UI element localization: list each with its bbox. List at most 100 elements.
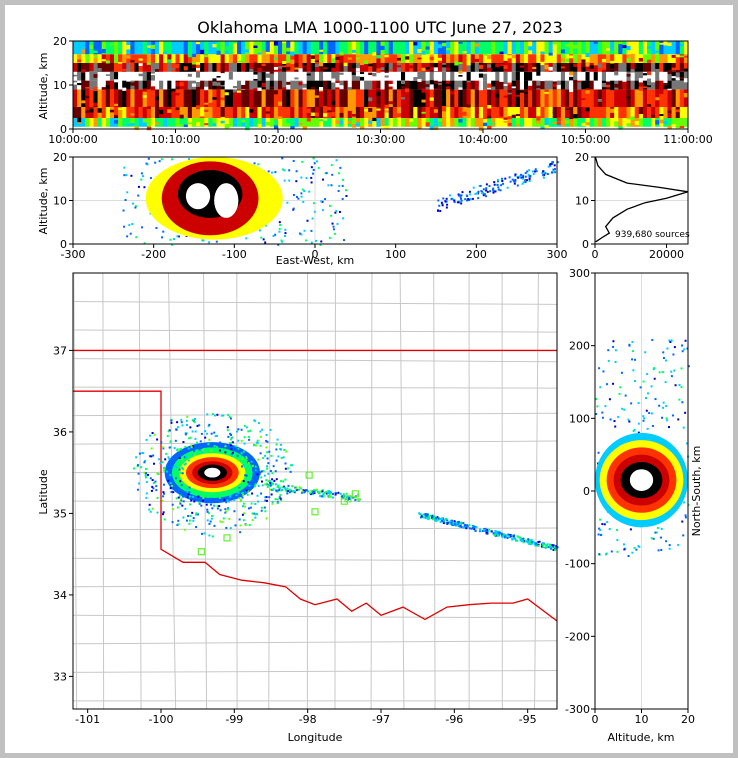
density-cell: [171, 41, 176, 55]
density-cell: [146, 62, 152, 65]
band-point: [462, 526, 465, 529]
density-cell: [191, 54, 197, 63]
density-cell: [651, 78, 656, 83]
band-point: [433, 519, 436, 522]
density-cell: [101, 41, 107, 55]
density-cell: [85, 89, 90, 107]
ew-point: [305, 239, 308, 242]
density-cell: [265, 51, 271, 55]
density-cell: [507, 80, 512, 85]
density-cell: [614, 63, 619, 72]
density-cell: [314, 63, 320, 68]
ew-point: [330, 184, 333, 187]
density-cell: [126, 63, 131, 72]
density-cell: [360, 107, 365, 118]
band-point: [305, 489, 308, 492]
ew-point: [305, 177, 308, 180]
band-point: [450, 521, 453, 524]
band-point: [322, 495, 325, 498]
density-cell: [667, 89, 672, 107]
density-cell: [610, 63, 615, 72]
density-cell: [105, 60, 111, 64]
band-point: [429, 514, 432, 517]
density-cell: [384, 63, 389, 72]
density-cell: [569, 71, 574, 76]
density-cell: [150, 54, 156, 63]
density-cell: [376, 63, 381, 72]
storm-point: [150, 447, 153, 450]
density-cell: [515, 80, 521, 90]
density-cell: [663, 121, 668, 124]
band-point: [516, 535, 519, 538]
density-cell: [466, 80, 471, 83]
density-cell: [237, 60, 242, 63]
density-cell: [241, 41, 246, 55]
density-cell: [163, 80, 168, 90]
density-cell: [417, 49, 422, 53]
storm-point: [176, 524, 179, 527]
storm-point: [250, 465, 253, 468]
density-cell: [552, 41, 558, 55]
density-cell: [683, 118, 689, 127]
ew-point: [137, 194, 140, 197]
ew-xtick-label: -200: [141, 248, 166, 261]
ew-point: [497, 180, 500, 183]
density-cell: [503, 84, 508, 86]
density-cell: [159, 63, 164, 72]
storm-point: [150, 489, 153, 492]
storm-point: [216, 505, 219, 508]
density-cell: [77, 107, 82, 118]
density-cell: [573, 63, 578, 72]
density-cell: [126, 54, 131, 63]
density-cell: [372, 72, 377, 77]
density-cell: [446, 41, 451, 55]
band-point: [541, 542, 544, 545]
county-line: [72, 670, 558, 673]
storm-point: [185, 488, 188, 491]
density-cell: [642, 41, 648, 55]
storm-point: [144, 472, 147, 475]
density-cell: [392, 80, 398, 90]
ew-point: [477, 190, 480, 193]
ns-point: [659, 536, 662, 539]
density-cell: [499, 51, 504, 55]
band-point: [276, 489, 279, 492]
density-cell: [155, 107, 160, 118]
density-cell: [413, 77, 418, 81]
density-cell: [409, 118, 414, 122]
density-cell: [536, 80, 541, 90]
density-cell: [466, 80, 471, 90]
ew-point: [338, 185, 341, 188]
density-cell: [675, 71, 681, 81]
storm-point: [247, 461, 250, 464]
density-cell: [659, 41, 664, 55]
density-cell: [200, 71, 205, 81]
density-cell: [339, 41, 344, 55]
storm-point: [170, 419, 173, 422]
storm-point: [198, 501, 201, 504]
storm-point: [198, 502, 201, 505]
density-cell: [179, 89, 184, 107]
density-cell: [81, 100, 86, 104]
density-cell: [601, 71, 607, 81]
density-cell: [310, 55, 316, 59]
ns-ytick-label: -200: [565, 630, 590, 643]
band-point: [347, 496, 350, 499]
storm-point: [230, 453, 233, 456]
ew-point: [445, 197, 448, 200]
density-cell: [671, 89, 676, 107]
ns-point: [666, 347, 669, 350]
ew-point: [284, 232, 287, 235]
storm-point: [209, 520, 212, 523]
density-cell: [294, 118, 299, 127]
storm-point: [238, 486, 241, 489]
density-cell: [524, 71, 529, 81]
density-cell: [519, 41, 525, 55]
storm-point: [149, 434, 152, 437]
density-cell: [347, 57, 353, 60]
density-cell: [101, 54, 107, 63]
density-cell: [433, 84, 439, 88]
density-cell: [89, 54, 94, 63]
storm-point: [236, 449, 239, 452]
density-cell: [647, 63, 652, 72]
